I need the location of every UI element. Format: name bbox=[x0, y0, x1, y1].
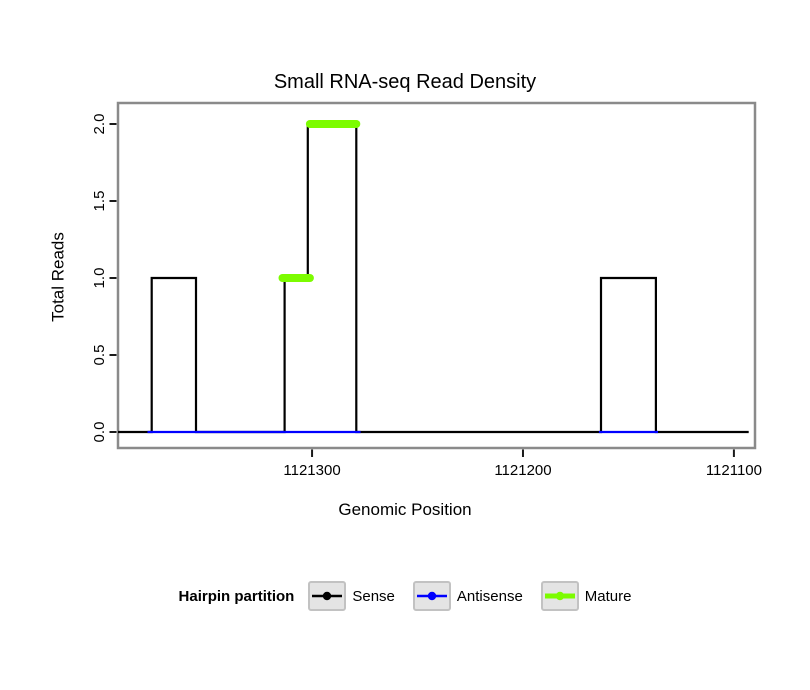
y-tick-label: 1.5 bbox=[91, 191, 108, 212]
legend-entry-mature: Mature bbox=[540, 581, 632, 611]
x-tick-label: 1121200 bbox=[494, 462, 551, 479]
legend-entries: Sense Antisense Mature bbox=[308, 581, 631, 611]
x-tick-label: 1121100 bbox=[706, 462, 762, 479]
y-axis-label: Total Reads bbox=[48, 232, 68, 322]
plot-panel bbox=[116, 101, 757, 450]
legend-key-mature-icon bbox=[540, 581, 579, 611]
y-tick-label: 0.5 bbox=[91, 345, 108, 366]
x-tick-label: 1121300 bbox=[283, 462, 340, 479]
x-axis-label: Genomic Position bbox=[338, 500, 472, 519]
legend-key-sense-icon bbox=[308, 581, 347, 611]
y-tick-label: 0.0 bbox=[91, 422, 108, 443]
legend-label-sense: Sense bbox=[352, 587, 395, 605]
y-tick-label: 1.0 bbox=[91, 268, 108, 289]
y-tick-label: 2.0 bbox=[91, 114, 108, 135]
legend: Hairpin partition Sense Antisense Mature bbox=[0, 581, 810, 611]
legend-label-mature: Mature bbox=[584, 587, 632, 605]
chart-title: Small RNA-seq Read Density bbox=[273, 71, 537, 93]
legend-key-antisense-icon bbox=[412, 581, 451, 611]
legend-entry-sense: Sense bbox=[308, 581, 395, 611]
legend-label-antisense: Antisense bbox=[456, 587, 523, 605]
legend-title: Hairpin partition bbox=[178, 587, 295, 605]
series-sense bbox=[118, 122, 749, 434]
legend-entry-antisense: Antisense bbox=[412, 581, 523, 611]
plot-area: 1121300 1121200 1121100 0.0 0.5 1.0 1.5 2.0 bbox=[91, 101, 762, 479]
